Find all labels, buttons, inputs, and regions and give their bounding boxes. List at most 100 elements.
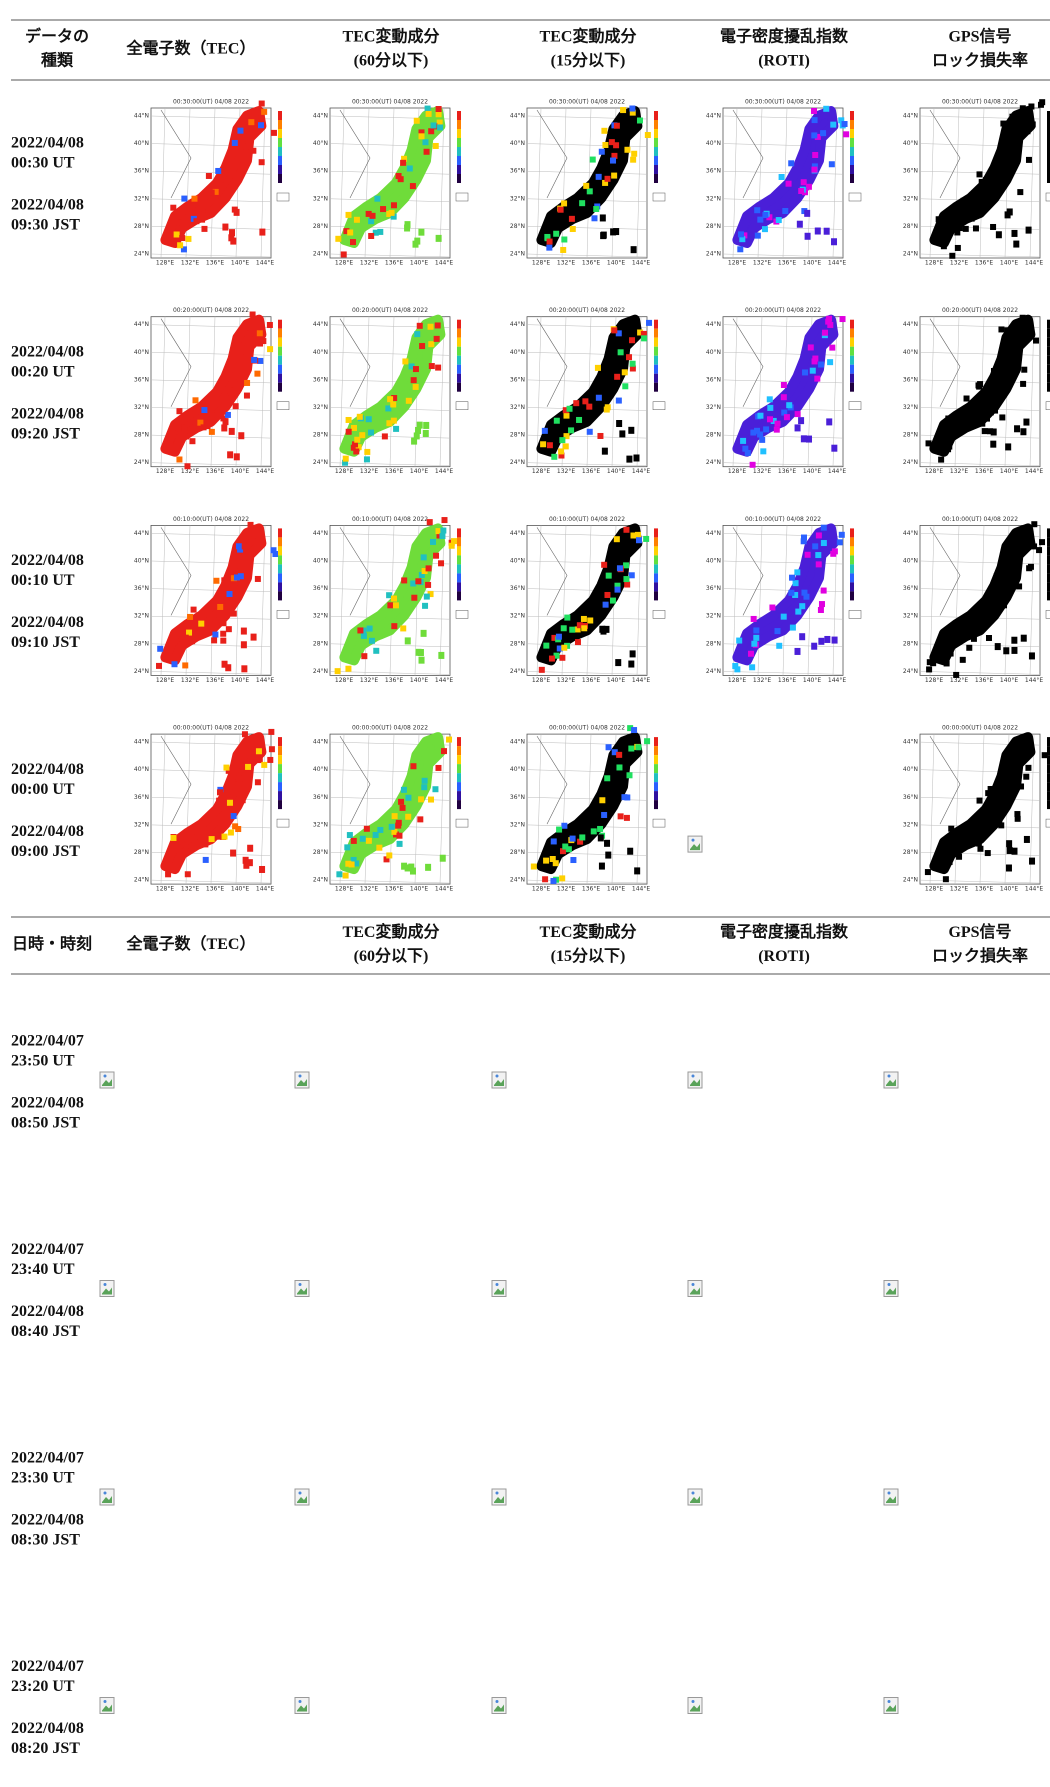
coverage-cell [930, 660, 937, 667]
colorbar-step [1047, 165, 1050, 174]
coverage-cell [630, 246, 637, 254]
coverage-cell [437, 124, 444, 131]
coverage-cell [427, 591, 434, 598]
coverage-cell [418, 133, 425, 140]
coverage-cell [1000, 592, 1007, 599]
map-lat-label: 32°N [903, 404, 918, 411]
coverage-cell [820, 540, 827, 547]
coverage-cell [636, 117, 643, 124]
map-lat-label: 28°N [903, 223, 918, 230]
coverage-cell [1020, 428, 1027, 436]
coverage-cell [1003, 647, 1010, 655]
coverage-cell [435, 234, 442, 242]
coverage-cell [357, 627, 364, 634]
icon-art [297, 1287, 307, 1295]
coverage-cell [1027, 563, 1034, 570]
coverage-cell [799, 633, 806, 641]
map-lat-label: 24°N [313, 668, 328, 675]
coverage-cell [390, 417, 397, 424]
row-datetime: 00:30 UT [11, 155, 75, 172]
legend-box [276, 192, 290, 202]
map-grid [561, 107, 567, 259]
coverage-cell [425, 110, 432, 117]
coverage-cell [334, 668, 341, 675]
coverage-cell [1011, 636, 1018, 644]
coverage-cell [985, 635, 992, 642]
map-title: 00:20:00(UT) 04/08 2022 [173, 307, 249, 314]
coverage-cell [597, 825, 604, 832]
map-lon-label: 128°E [156, 886, 174, 893]
coverage-cell [216, 800, 223, 807]
colorbar-step [278, 373, 282, 383]
header-text: GPS信号 [948, 27, 1011, 46]
colorbar-step [654, 120, 658, 129]
colorbar-step [457, 791, 461, 801]
colorbar-step [850, 364, 854, 374]
coverage-cell [216, 611, 223, 618]
coverage-cell [956, 853, 963, 860]
coverage-cell [949, 209, 956, 216]
coverage-cell [184, 463, 191, 470]
map-lon-label: 132°E [753, 260, 771, 267]
colorbar-step [1047, 129, 1050, 138]
header-text: データの [25, 27, 89, 46]
coverage-cell [193, 218, 200, 225]
coverage-cell [1023, 754, 1030, 761]
coverage-cell [831, 548, 838, 555]
coverage-cell [267, 346, 274, 353]
map-grid [150, 170, 272, 175]
coverage-cell [792, 591, 799, 598]
coverage-cell [616, 764, 623, 771]
coverage-cell [353, 216, 360, 223]
icon-art [690, 1079, 700, 1086]
row-datetime: 2022/04/08 [11, 823, 84, 840]
colorbar-step [654, 564, 658, 574]
header-text: (15分以下) [551, 947, 626, 965]
coverage-cell [635, 744, 642, 751]
coverage-cell [987, 409, 994, 416]
colorbar-step [850, 582, 854, 592]
coverage-cell [646, 319, 653, 326]
coverage-cell [812, 355, 819, 362]
coverage-cell [998, 326, 1005, 333]
coverage-cell [215, 397, 222, 404]
map-lat-label: 40°N [134, 140, 149, 147]
broken-image-icon [99, 1280, 115, 1297]
legend-box [652, 610, 666, 619]
coverage-cell [587, 617, 594, 624]
colorbar-step [457, 591, 461, 601]
map-lon-label: 136°E [582, 260, 600, 267]
coastline [929, 318, 961, 407]
map-lat-label: 24°N [313, 877, 328, 884]
colorbar-step [278, 346, 282, 356]
coverage-cell [432, 142, 439, 149]
coverage-cell [602, 179, 609, 186]
coverage-cell [440, 527, 447, 534]
map-lon-label: 136°E [975, 260, 993, 267]
map-grid [536, 316, 542, 467]
coverage-cell [1006, 584, 1013, 591]
colorbar-step [654, 746, 658, 756]
coverage-cell [766, 214, 773, 221]
row-datetime: 23:30 UT [11, 1470, 75, 1487]
colorbar-step [654, 555, 658, 565]
colorbar-step [1047, 382, 1050, 392]
broken-image-icon [883, 1697, 899, 1714]
coverage-cell [966, 644, 973, 651]
colorbar-step [1047, 364, 1050, 374]
coverage-cell [400, 786, 407, 793]
icon-art [887, 1283, 891, 1286]
coverage-cell [1007, 131, 1014, 138]
coverage-cell [421, 568, 428, 575]
colorbar-step [1047, 582, 1050, 592]
coverage-cell [774, 628, 781, 635]
map-lat-label: 28°N [510, 432, 525, 439]
coverage-cell [235, 785, 242, 792]
coverage-cell [390, 595, 397, 602]
map-lat-label: 32°N [313, 613, 328, 620]
coverage-cell [1022, 122, 1029, 129]
map-grid [954, 316, 960, 467]
coverage-cell [421, 777, 428, 784]
coverage-cell [214, 412, 221, 419]
header-text: TEC変動成分 [540, 27, 637, 46]
